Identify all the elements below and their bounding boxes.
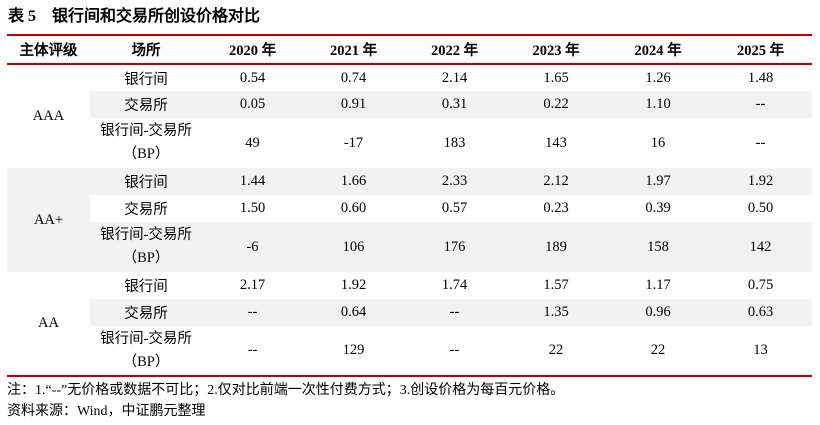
value-cell: 1.92	[709, 168, 812, 195]
value-cell: 1.44	[202, 168, 303, 195]
value-cell: 0.64	[303, 299, 404, 326]
value-cell: 143	[545, 134, 567, 151]
value-cell: 1.17	[645, 277, 671, 293]
value-cell: 0.31	[404, 91, 505, 118]
table-source: 资料来源：Wind，中证鹏元整理	[7, 404, 206, 419]
venue-cell: 交易所	[90, 91, 202, 118]
value-cell: -6	[202, 222, 303, 272]
value-cell: 0.05	[202, 91, 303, 118]
col-header-2024: 2024 年	[607, 35, 709, 65]
value-cell: 1.74	[441, 277, 468, 293]
value-cell: 176	[404, 222, 505, 272]
venue-cell: 交易所	[90, 299, 202, 326]
table-row-aaplus-exchange: 交易所 1.50 0.60 0.57 0.23 0.39 0.50	[7, 195, 812, 222]
value-cell: 2.14	[441, 69, 468, 86]
value-cell: 0.74	[340, 69, 367, 86]
venue-line2: （BP）	[122, 353, 170, 370]
col-header-2022: 2022 年	[404, 35, 505, 65]
value-cell: --	[247, 342, 258, 358]
col-header-2021: 2021 年	[303, 35, 404, 65]
value-cell: 0.96	[607, 299, 709, 326]
value-cell: 0.63	[709, 299, 812, 326]
value-cell: 22	[650, 342, 666, 358]
header-row: 主体评级 场所 2020 年 2021 年 2022 年 2023 年 2024…	[7, 35, 812, 65]
value-cell: 1.57	[543, 277, 569, 293]
venue-line2: （BP）	[122, 250, 170, 266]
value-cell: 22	[548, 342, 564, 358]
value-cell: --	[709, 91, 812, 118]
table-row-aaa-spread: 银行间-交易所 （BP） 49 -17 183 143 16 --	[7, 118, 812, 168]
venue-line1: 银行间-交易所	[100, 330, 192, 347]
value-cell: 49	[245, 134, 260, 151]
value-cell: 1.66	[303, 168, 404, 195]
table-row-aaa-interbank: AAA 银行间 0.54 0.74 2.14 1.65 1.26 1.48	[7, 64, 812, 125]
table-row-aa-exchange: 交易所 -- 0.64 -- 1.35 0.96 0.63	[7, 299, 812, 326]
price-comparison-table: 主体评级 场所 2020 年 2021 年 2022 年 2023 年 2024…	[7, 34, 812, 377]
value-cell: 0.91	[303, 91, 404, 118]
table-caption: 银行间和交易所创设价格对比	[52, 8, 261, 25]
value-cell: 0.39	[645, 200, 671, 216]
venue-line2: （BP）	[122, 146, 170, 162]
value-cell: 0.22	[505, 91, 607, 118]
col-header-rating: 主体评级	[7, 35, 90, 65]
venue-cell-spread: 银行间-交易所 （BP）	[90, 118, 202, 168]
value-cell: 0.50	[747, 200, 774, 216]
value-cell: 142	[709, 222, 812, 272]
table-title: 表 5 银行间和交易所创设价格对比	[8, 8, 812, 26]
value-cell: 2.12	[505, 168, 607, 195]
value-cell: 16	[650, 134, 666, 151]
value-cell: 1.26	[645, 69, 671, 86]
value-cell: --	[755, 134, 766, 151]
value-cell: 1.10	[607, 91, 709, 118]
col-header-2025: 2025 年	[709, 35, 812, 65]
rating-cell-aaa: AAA	[32, 108, 65, 124]
table-note: 注：1.“--”无价格或数据不可比；2.仅对比前端一次性付费方式；3.创设价格为…	[7, 383, 565, 398]
value-cell: 129	[342, 342, 365, 358]
col-header-2020: 2020 年	[202, 35, 303, 65]
value-cell: --	[449, 342, 460, 358]
value-cell: 0.57	[441, 200, 468, 216]
value-cell: --	[404, 299, 505, 326]
value-cell: --	[202, 299, 303, 326]
col-header-venue: 场所	[90, 35, 202, 65]
table-row-aaa-exchange: 交易所 0.05 0.91 0.31 0.22 1.10 --	[7, 91, 812, 118]
venue-line1: 银行间-交易所	[100, 123, 192, 139]
venue-cell: 银行间	[90, 168, 202, 195]
value-cell: 0.75	[747, 277, 774, 293]
value-cell: 1.92	[340, 277, 367, 293]
venue-cell: 交易所	[124, 202, 168, 218]
venue-cell: 银行间	[124, 71, 168, 88]
value-cell: 0.60	[340, 200, 367, 216]
value-cell: 2.17	[239, 277, 266, 293]
value-cell: 1.65	[543, 69, 569, 86]
value-cell: 183	[443, 134, 466, 151]
table-footer: 注：1.“--”无价格或数据不可比；2.仅对比前端一次性付费方式；3.创设价格为…	[7, 380, 812, 422]
venue-cell: 银行间	[124, 279, 168, 295]
table-row-aaplus-spread: 银行间-交易所 （BP） -6 106 176 189 158 142	[7, 222, 812, 272]
col-header-2023: 2023 年	[505, 35, 607, 65]
value-cell: 189	[505, 222, 607, 272]
table-row-aa-spread: 银行间-交易所 （BP） -- 129 -- 22 22 13	[7, 326, 812, 376]
value-cell: -17	[343, 134, 364, 151]
value-cell: 1.97	[607, 168, 709, 195]
rating-cell-aa: AA	[38, 315, 59, 331]
value-cell: 1.48	[747, 69, 774, 86]
value-cell: 13	[753, 342, 768, 358]
value-cell: 0.23	[543, 200, 569, 216]
value-cell: 2.33	[404, 168, 505, 195]
value-cell: 1.50	[239, 200, 266, 216]
table-number: 表 5	[8, 8, 37, 25]
venue-line1: 银行间-交易所	[100, 227, 192, 243]
rating-cell-aaplus: AA+	[7, 168, 90, 272]
value-cell: 106	[303, 222, 404, 272]
table-row-aaplus-interbank: AA+ 银行间 1.44 1.66 2.33 2.12 1.97 1.92	[7, 168, 812, 272]
value-cell: 158	[607, 222, 709, 272]
table-row-aa-interbank: AA 银行间 2.17 1.92 1.74 1.57 1.17 0.75	[7, 272, 812, 331]
value-cell: 0.54	[239, 69, 266, 86]
venue-cell-spread: 银行间-交易所 （BP）	[90, 222, 202, 272]
venue-cell-spread: 银行间-交易所 （BP）	[90, 326, 202, 376]
value-cell: 1.35	[505, 299, 607, 326]
